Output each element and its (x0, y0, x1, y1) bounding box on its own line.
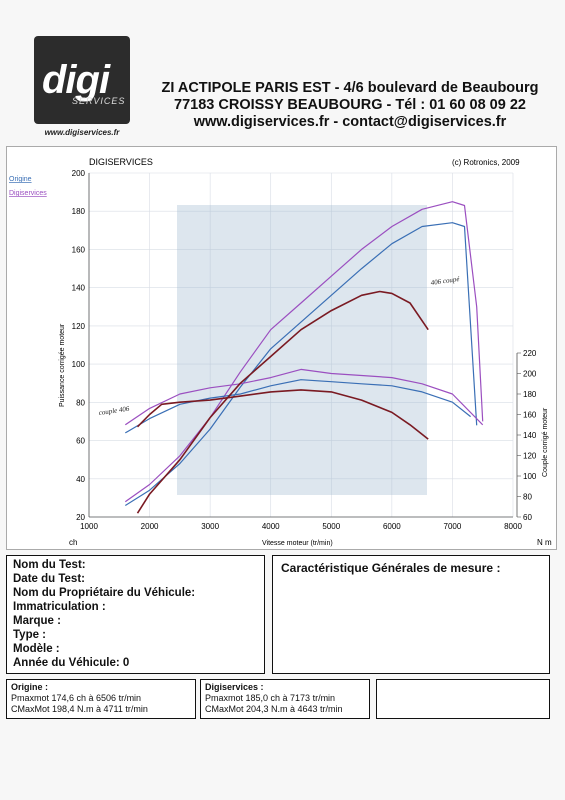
chart-svg: 1000 2000 3000 4000 5000 6000 7000 8000 20 40 60 80… (9, 157, 552, 547)
y-tick-label: 40 (76, 475, 85, 484)
watermark (177, 205, 427, 495)
series-line-5 (136, 389, 429, 440)
x-tick-label: 7000 (444, 522, 462, 531)
y2-tick-label: 200 (523, 370, 537, 379)
y2-tick-label: 180 (523, 390, 537, 399)
digiservices-summary: Digiservices : Pmaxmot 185,0 ch à 7173 t… (200, 679, 370, 719)
x-tick-label: 2000 (141, 522, 159, 531)
y-tick-label: 60 (76, 437, 85, 446)
logo-brand: digi (42, 58, 110, 102)
y2-tick-label: 160 (523, 411, 537, 420)
series-line-3 (124, 368, 484, 426)
unit-left: ch (69, 538, 77, 547)
unit-right: N m (537, 538, 552, 547)
origine-cmax: CMaxMot 198,4 N.m à 4711 tr/min (11, 704, 148, 714)
x-tick-label: 6000 (383, 522, 401, 531)
test-info-panel: Nom du Test: Date du Test: Nom du Propri… (6, 555, 265, 674)
y-tick-label: 80 (76, 398, 85, 407)
registration-label: Immatriculation : (13, 601, 106, 613)
series-line-4 (136, 290, 429, 514)
dyno-chart: 1000 2000 3000 4000 5000 6000 7000 8000 20 40 60 80… (6, 146, 557, 550)
characteristics-title: Caractéristique Générales de mesure : (281, 561, 501, 575)
origine-pmax: Pmaxmot 174,6 ch à 6506 tr/min (11, 693, 142, 703)
x-tick-label: 1000 (80, 522, 98, 531)
y2-tick-label: 100 (523, 472, 537, 481)
chart-copyright: (c) Rotronics, 2009 (452, 158, 520, 167)
chart-brand: DIGISERVICES (89, 157, 153, 167)
origine-summary: Origine : Pmaxmot 174,6 ch à 6506 tr/min… (6, 679, 196, 719)
legend-digiservices: Digiservices (9, 190, 47, 197)
annotation-couple-406: couple 406 (98, 405, 130, 417)
blank-summary-box (376, 679, 550, 719)
year-label: Année du Véhicule: 0 (13, 657, 130, 669)
y2-tick-label: 120 (523, 452, 537, 461)
y2-tick-label: 60 (523, 513, 532, 522)
y-tick-label: 180 (72, 207, 86, 216)
series-line-1 (124, 201, 484, 503)
y2-tick-label: 140 (523, 431, 537, 440)
series-line-0 (124, 222, 478, 507)
x-tick-label: 4000 (262, 522, 280, 531)
x-tick-label: 8000 (504, 522, 522, 531)
y-tick-label: 200 (72, 169, 86, 178)
brand-label: Marque : (13, 615, 61, 627)
series-line-2 (124, 379, 471, 434)
digiservices-title: Digiservices : (205, 682, 264, 692)
digiservices-cmax: CMaxMot 204,3 N.m à 4643 tr/min (205, 704, 343, 714)
y2-tick-label: 80 (523, 493, 532, 502)
characteristics-panel: Caractéristique Générales de mesure : (272, 555, 550, 674)
test-date-label: Date du Test: (13, 573, 85, 585)
y-tick-label: 100 (72, 360, 86, 369)
phone-line: 77183 CROISSY BEAUBOURG - Tél : 01 60 08… (174, 97, 526, 113)
chart-series (124, 201, 484, 514)
watermark-box (177, 205, 427, 495)
contact-line[interactable]: www.digiservices.fr - contact@digiservic… (193, 114, 507, 130)
annotation-406-coupe: 406 coupé (430, 275, 461, 287)
x-tick-label: 5000 (322, 522, 340, 531)
y-tick-label: 160 (72, 245, 86, 254)
x-tick-label: 3000 (201, 522, 219, 531)
y2-tick-label: 220 (523, 349, 537, 358)
chart-ticks: 1000 2000 3000 4000 5000 6000 7000 8000 20 40 60 80… (72, 169, 537, 531)
y-tick-label: 20 (76, 513, 85, 522)
y-tick-label: 120 (72, 322, 86, 331)
logo: digi SERVICES (34, 36, 130, 124)
legend-origine: Origine (9, 176, 32, 183)
owner-label: Nom du Propriétaire du Véhicule: (13, 587, 196, 599)
type-label: Type : (13, 629, 47, 641)
logo-sub: SERVICES (72, 96, 126, 106)
origine-title: Origine : (11, 682, 49, 692)
y-tick-label: 140 (72, 284, 86, 293)
test-name-label: Nom du Test: (13, 559, 86, 571)
x-axis-label: Vitesse moteur (tr/min) (262, 540, 333, 547)
address-line: ZI ACTIPOLE PARIS EST - 4/6 boulevard de… (161, 80, 539, 96)
model-label: Modèle : (13, 643, 60, 655)
y-axis-label-left: Puissance corrigée moteur (59, 323, 66, 407)
logo-url: www.digiservices.fr (44, 128, 120, 137)
digiservices-pmax: Pmaxmot 185,0 ch à 7173 tr/min (205, 693, 336, 703)
y-axis-label-right: Couple corrigé moteur (542, 407, 549, 477)
